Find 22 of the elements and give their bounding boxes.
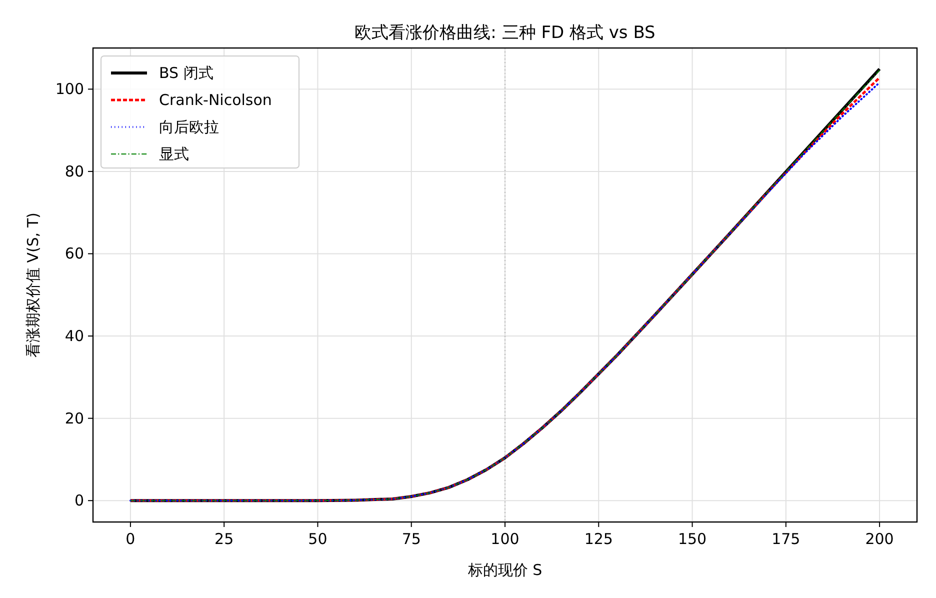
y-tick-label: 100 [55,80,84,98]
legend-label: BS 闭式 [159,64,214,82]
legend-label: Crank-Nicolson [159,91,272,109]
x-tick-label: 175 [772,530,800,548]
x-tick-label: 75 [402,530,421,548]
y-tick-label: 0 [74,492,84,510]
y-tick-label: 20 [64,409,84,428]
y-tick-label: 80 [64,162,84,180]
x-tick-label: 125 [584,530,613,548]
x-axis-title: 标的现价 S [466,561,542,579]
y-tick-label: 60 [64,244,84,263]
x-tick-label: 200 [865,530,894,548]
chart-title: 欧式看涨价格曲线: 三种 FD 格式 vs BS [354,23,656,43]
legend-label: 向后欧拉 [159,118,219,136]
x-tick-label: 0 [126,530,136,548]
x-tick-label: 100 [490,530,520,548]
x-tick-label: 25 [214,530,234,548]
x-tick-label: 150 [678,530,707,548]
legend-label: 显式 [159,145,189,163]
y-tick-label: 40 [64,327,84,346]
x-tick-label: 50 [308,530,328,548]
y-axis-title: 看涨期权价值 V(S, T) [24,212,42,358]
